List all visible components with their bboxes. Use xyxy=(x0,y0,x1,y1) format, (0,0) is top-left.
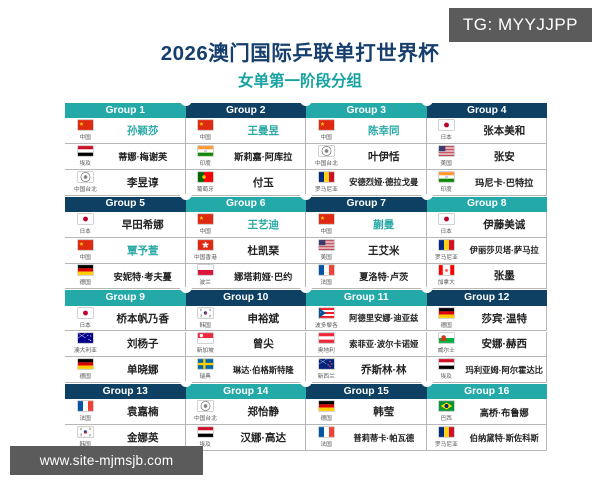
svg-text:❋: ❋ xyxy=(324,149,328,155)
svg-text:❋: ❋ xyxy=(203,404,207,410)
svg-text:❋: ❋ xyxy=(445,269,449,274)
svg-text:❋: ❋ xyxy=(83,175,87,181)
